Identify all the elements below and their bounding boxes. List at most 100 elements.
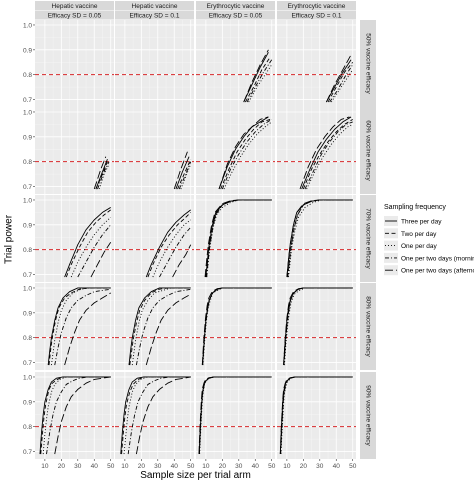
- y-tick-label: 0.7: [23, 360, 32, 367]
- series-line-4: [77, 224, 112, 278]
- panel-background: [115, 195, 194, 282]
- legend-label: One per two days (afternoon): [401, 268, 474, 275]
- panel-r1-c2: [196, 107, 275, 194]
- panel-grid: [35, 20, 356, 459]
- strip-background: [360, 20, 376, 107]
- x-tick-label: 40: [91, 463, 99, 470]
- series-line-1: [218, 116, 269, 190]
- row-strip-label: 60% vaccine efficacy: [365, 120, 372, 181]
- y-tick-label: 0.7: [23, 272, 32, 279]
- column-strip-bottom-label: Efficacy SD = 0.1: [292, 13, 342, 20]
- strip-background: [360, 372, 376, 459]
- x-tick-label: 20: [58, 463, 66, 470]
- legend-title: Sampling frequency: [384, 204, 446, 211]
- series-line-5: [325, 54, 352, 103]
- series-line-4: [127, 376, 191, 455]
- series-line-3: [199, 376, 272, 455]
- series-line-1: [175, 156, 190, 190]
- series-line-2: [121, 376, 191, 455]
- x-tick-label: 30: [235, 463, 243, 470]
- series-line-5: [279, 376, 353, 455]
- series-line-5: [93, 156, 107, 190]
- legend-item-5: One per two days (afternoon): [384, 265, 474, 276]
- series-line-2: [244, 57, 271, 103]
- panel-background: [196, 283, 275, 370]
- panel-r3-c0: [35, 283, 114, 370]
- y-tick-label: 0.8: [23, 335, 32, 342]
- panel-background: [35, 20, 114, 107]
- y-tick-label: 0.7: [23, 449, 32, 456]
- row-strip-4: 80% vaccine efficacy: [360, 283, 376, 370]
- series-line-4: [135, 288, 191, 366]
- y-tick-label: 1.0: [23, 374, 32, 381]
- x-tick-label: 30: [154, 463, 162, 470]
- series-line-5: [201, 287, 272, 366]
- y-tick-label: 0.9: [23, 222, 32, 229]
- legend-label: One per two days (morning): [401, 255, 474, 262]
- panel-background: [277, 195, 356, 282]
- series-line-3: [51, 287, 111, 366]
- series-line-4: [46, 376, 111, 455]
- x-tick-label: 30: [316, 463, 324, 470]
- series-line-2: [95, 161, 108, 190]
- series-line-5: [135, 376, 191, 455]
- column-strip-4: Erythrocytic vaccine Efficacy SD = 0.1: [277, 1, 356, 20]
- panel-background: [277, 107, 356, 194]
- series-line-2: [220, 118, 271, 190]
- x-axis-label: Sample size per trial arm: [140, 470, 251, 481]
- panel-r0-c0: [35, 20, 114, 107]
- series-line-4: [304, 121, 353, 190]
- x-tick-label: 20: [300, 463, 308, 470]
- panel-r2-c3: [277, 195, 356, 282]
- series-line-2: [129, 287, 191, 366]
- y-tick-label: 1.0: [23, 285, 32, 292]
- row-strips: 50% vaccine efficacy 60% vaccine efficacy…: [360, 20, 376, 459]
- axes: 0.7 0.8 0.9 1.0 0.7 0.8 0.9 1.0 0.7 0.8 0.9 1.0 0.7 0…: [23, 22, 357, 470]
- x-tick-label: 40: [333, 463, 341, 470]
- series-line-5: [173, 151, 188, 190]
- y-tick-label: 0.8: [23, 424, 32, 431]
- series-line-3: [288, 199, 353, 278]
- y-tick-label: 0.8: [23, 72, 32, 79]
- x-tick-label: 50: [268, 463, 276, 470]
- series-line-2: [65, 209, 111, 278]
- row-strip-label: 50% vaccine efficacy: [365, 33, 372, 94]
- series-line-5: [64, 292, 111, 366]
- strip-background: [360, 195, 376, 282]
- y-tick-label: 0.9: [23, 310, 32, 317]
- series-line-1: [243, 52, 269, 103]
- panel-background: [35, 283, 114, 370]
- series-line-5: [299, 116, 350, 190]
- series-line-1: [64, 207, 111, 278]
- panel-background: [196, 20, 275, 107]
- panel-r0-c2: [196, 20, 275, 107]
- series-line-5: [145, 293, 191, 366]
- y-tick-label: 0.8: [23, 159, 32, 166]
- series-line-4: [329, 64, 354, 103]
- strip-background: [196, 10, 275, 20]
- y-tick-label: 0.9: [23, 134, 32, 141]
- row-strip-2: 60% vaccine efficacy: [360, 107, 376, 194]
- series-line-2: [177, 159, 192, 190]
- panel-background: [277, 283, 356, 370]
- panel-r4-c3: [277, 372, 356, 459]
- x-tick-label: 50: [349, 463, 357, 470]
- series-line-5: [283, 287, 353, 366]
- panel-background: [277, 372, 356, 459]
- strip-background: [35, 10, 114, 20]
- panel-r3-c1: [115, 283, 194, 370]
- strip-background: [115, 1, 194, 10]
- column-strip-bottom-label: Efficacy SD = 0.05: [209, 13, 263, 20]
- legend-item-1: Three per day: [384, 216, 442, 226]
- series-line-1: [145, 209, 191, 278]
- panel-r4-c2: [196, 372, 275, 459]
- series-line-5: [218, 116, 269, 190]
- panel-background: [35, 372, 114, 459]
- series-line-5: [54, 376, 111, 455]
- series-line-1: [95, 159, 108, 190]
- legend: Sampling frequency Three per day Two per d…: [384, 204, 474, 276]
- panel-background: [115, 107, 194, 194]
- legend-label: One per day: [401, 243, 438, 250]
